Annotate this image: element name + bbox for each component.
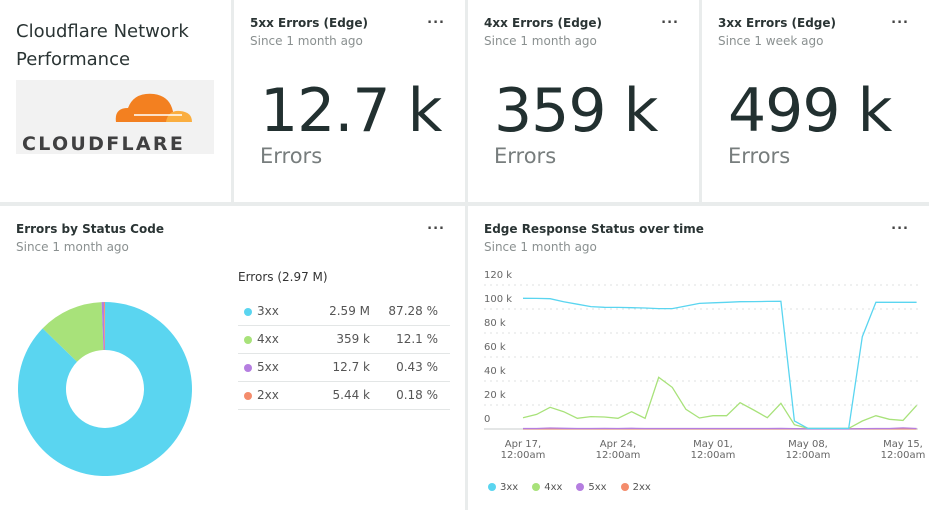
- y-tick-label: 20 k: [484, 390, 506, 401]
- table-header: Errors (2.97 M): [238, 270, 328, 284]
- svg-text:CLOUDFLARE: CLOUDFLARE: [22, 133, 185, 154]
- y-tick-label: 40 k: [484, 366, 506, 377]
- x-tick-label: 12:00am: [501, 450, 546, 461]
- x-tick-label: Apr 17,: [505, 439, 541, 450]
- legend-dot: [244, 336, 252, 344]
- chart-legend: 3xx 4xx 5xx 2xx: [488, 482, 651, 493]
- status-percent: 0.43 %: [396, 360, 438, 374]
- status-count: 12.7 k: [332, 360, 370, 374]
- status-count: 359 k: [336, 332, 370, 346]
- legend-label: 5xx: [588, 482, 607, 493]
- widget-subtitle: Since 1 month ago: [250, 34, 363, 48]
- table-row[interactable]: 5xx 12.7 k 0.43 %: [238, 354, 450, 382]
- legend-dot: [244, 392, 252, 400]
- status-percent: 0.18 %: [396, 388, 438, 402]
- series-line-5xx[interactable]: [523, 427, 917, 430]
- legend-dot: [488, 483, 496, 491]
- series-line-3xx[interactable]: [522, 297, 917, 430]
- x-tick-label: May 01,: [693, 439, 733, 450]
- legend-item-3xx[interactable]: 3xx: [488, 482, 518, 493]
- legend-dot: [244, 308, 252, 316]
- status-name: 5xx: [257, 360, 279, 374]
- y-tick-label: 100 k: [484, 294, 512, 305]
- legend-item-4xx[interactable]: 4xx: [532, 482, 562, 493]
- widget-title: 3xx Errors (Edge): [718, 16, 837, 30]
- more-options-button[interactable]: ...: [891, 12, 909, 27]
- y-tick-label: 0: [484, 414, 490, 425]
- status-percent: 87.28 %: [388, 304, 438, 318]
- more-options-button[interactable]: ...: [661, 12, 679, 27]
- x-tick-label: 12:00am: [881, 450, 926, 461]
- status-name: 3xx: [257, 304, 279, 318]
- more-options-button[interactable]: ...: [891, 218, 909, 233]
- legend-item-2xx[interactable]: 2xx: [620, 482, 651, 493]
- legend-dot: [576, 483, 585, 491]
- billboard-3xx: 3xx Errors (Edge) Since 1 week ago ... 4…: [702, 0, 929, 202]
- y-tick-label: 120 k: [484, 270, 512, 281]
- billboard-unit: Errors: [728, 144, 791, 168]
- billboard-value: 359 k: [494, 76, 658, 146]
- donut-slice-5xx[interactable]: [101, 302, 105, 351]
- widget-subtitle: Since 1 week ago: [718, 34, 824, 48]
- widget-title: Errors by Status Code: [16, 222, 164, 236]
- billboard-value: 12.7 k: [260, 76, 442, 146]
- billboard-5xx: 5xx Errors (Edge) Since 1 month ago ... …: [234, 0, 465, 202]
- status-name: 4xx: [257, 332, 279, 346]
- dashboard-title: Cloudflare Network Performance: [16, 21, 189, 70]
- donut-slice-2xx[interactable]: [103, 302, 105, 351]
- widget-subtitle: Since 1 month ago: [16, 240, 129, 254]
- billboard-unit: Errors: [260, 144, 323, 168]
- status-percent: 12.1 %: [396, 332, 438, 346]
- table-row[interactable]: 3xx 2.59 M 87.28 %: [238, 298, 450, 326]
- x-tick-label: May 15,: [883, 439, 923, 450]
- table-row[interactable]: 4xx 359 k 12.1 %: [238, 326, 450, 354]
- y-tick-label: 60 k: [484, 342, 506, 353]
- donut-slice-4xx[interactable]: [42, 302, 104, 362]
- legend-dot: [532, 483, 541, 491]
- more-options-button[interactable]: ...: [427, 12, 445, 27]
- x-tick-label: Apr 24,: [600, 439, 636, 450]
- legend-dot: [620, 483, 629, 491]
- widget-title: Edge Response Status over time: [484, 222, 704, 236]
- y-tick-label: 80 k: [484, 318, 506, 329]
- billboard-4xx: 4xx Errors (Edge) Since 1 month ago ... …: [468, 0, 699, 202]
- x-tick-label: 12:00am: [596, 450, 641, 461]
- errors-by-status-card: Errors by Status Code Since 1 month ago …: [0, 206, 465, 510]
- x-tick-label: May 08,: [788, 439, 828, 450]
- app-title-card: Cloudflare Network Performance CLOUDFLAR…: [0, 0, 231, 202]
- widget-subtitle: Since 1 month ago: [484, 34, 597, 48]
- x-tick-label: 12:00am: [786, 450, 831, 461]
- legend-dot: [244, 364, 252, 372]
- widget-subtitle: Since 1 month ago: [484, 240, 597, 254]
- widget-title: 4xx Errors (Edge): [484, 16, 603, 30]
- donut-slice-3xx[interactable]: [17, 302, 192, 476]
- status-count: 5.44 k: [332, 388, 370, 402]
- billboard-unit: Errors: [494, 144, 557, 168]
- status-count: 2.59 M: [329, 304, 370, 318]
- legend-item-5xx[interactable]: 5xx: [576, 482, 607, 493]
- legend-label: 2xx: [632, 482, 651, 493]
- series-line-4xx[interactable]: [522, 376, 918, 430]
- billboard-value: 499 k: [728, 76, 892, 146]
- donut-chart: [17, 302, 192, 476]
- table-row[interactable]: 2xx 5.44 k 0.18 %: [238, 382, 450, 410]
- x-tick-label: 12:00am: [691, 450, 736, 461]
- status-name: 2xx: [257, 388, 279, 402]
- widget-title: 5xx Errors (Edge): [250, 16, 369, 30]
- edge-response-card: Edge Response Status over time Since 1 m…: [468, 206, 929, 510]
- cloudflare-logo: CLOUDFLARE: [16, 80, 214, 155]
- legend-label: 4xx: [544, 482, 563, 493]
- legend-label: 3xx: [500, 482, 519, 493]
- more-options-button[interactable]: ...: [427, 218, 445, 233]
